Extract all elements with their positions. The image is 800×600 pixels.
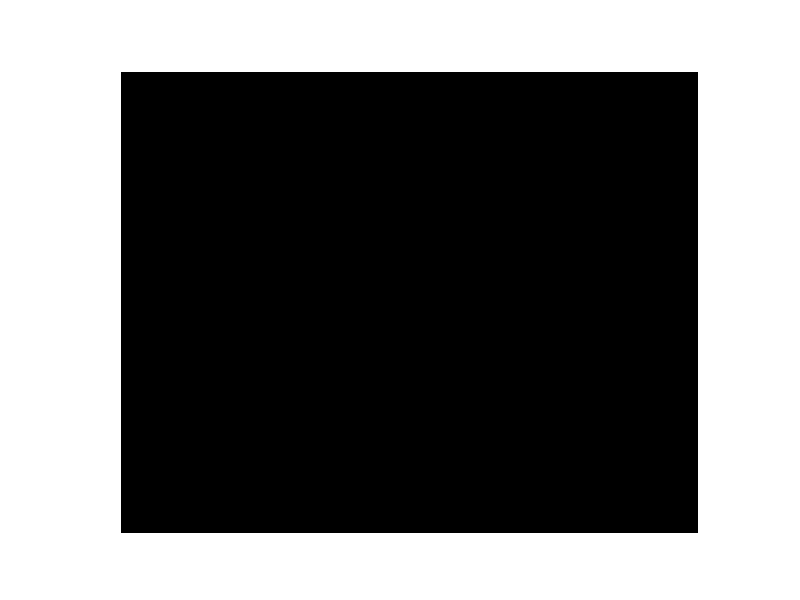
word-cloud-canvas (121, 72, 698, 533)
word-cloud (121, 72, 698, 533)
